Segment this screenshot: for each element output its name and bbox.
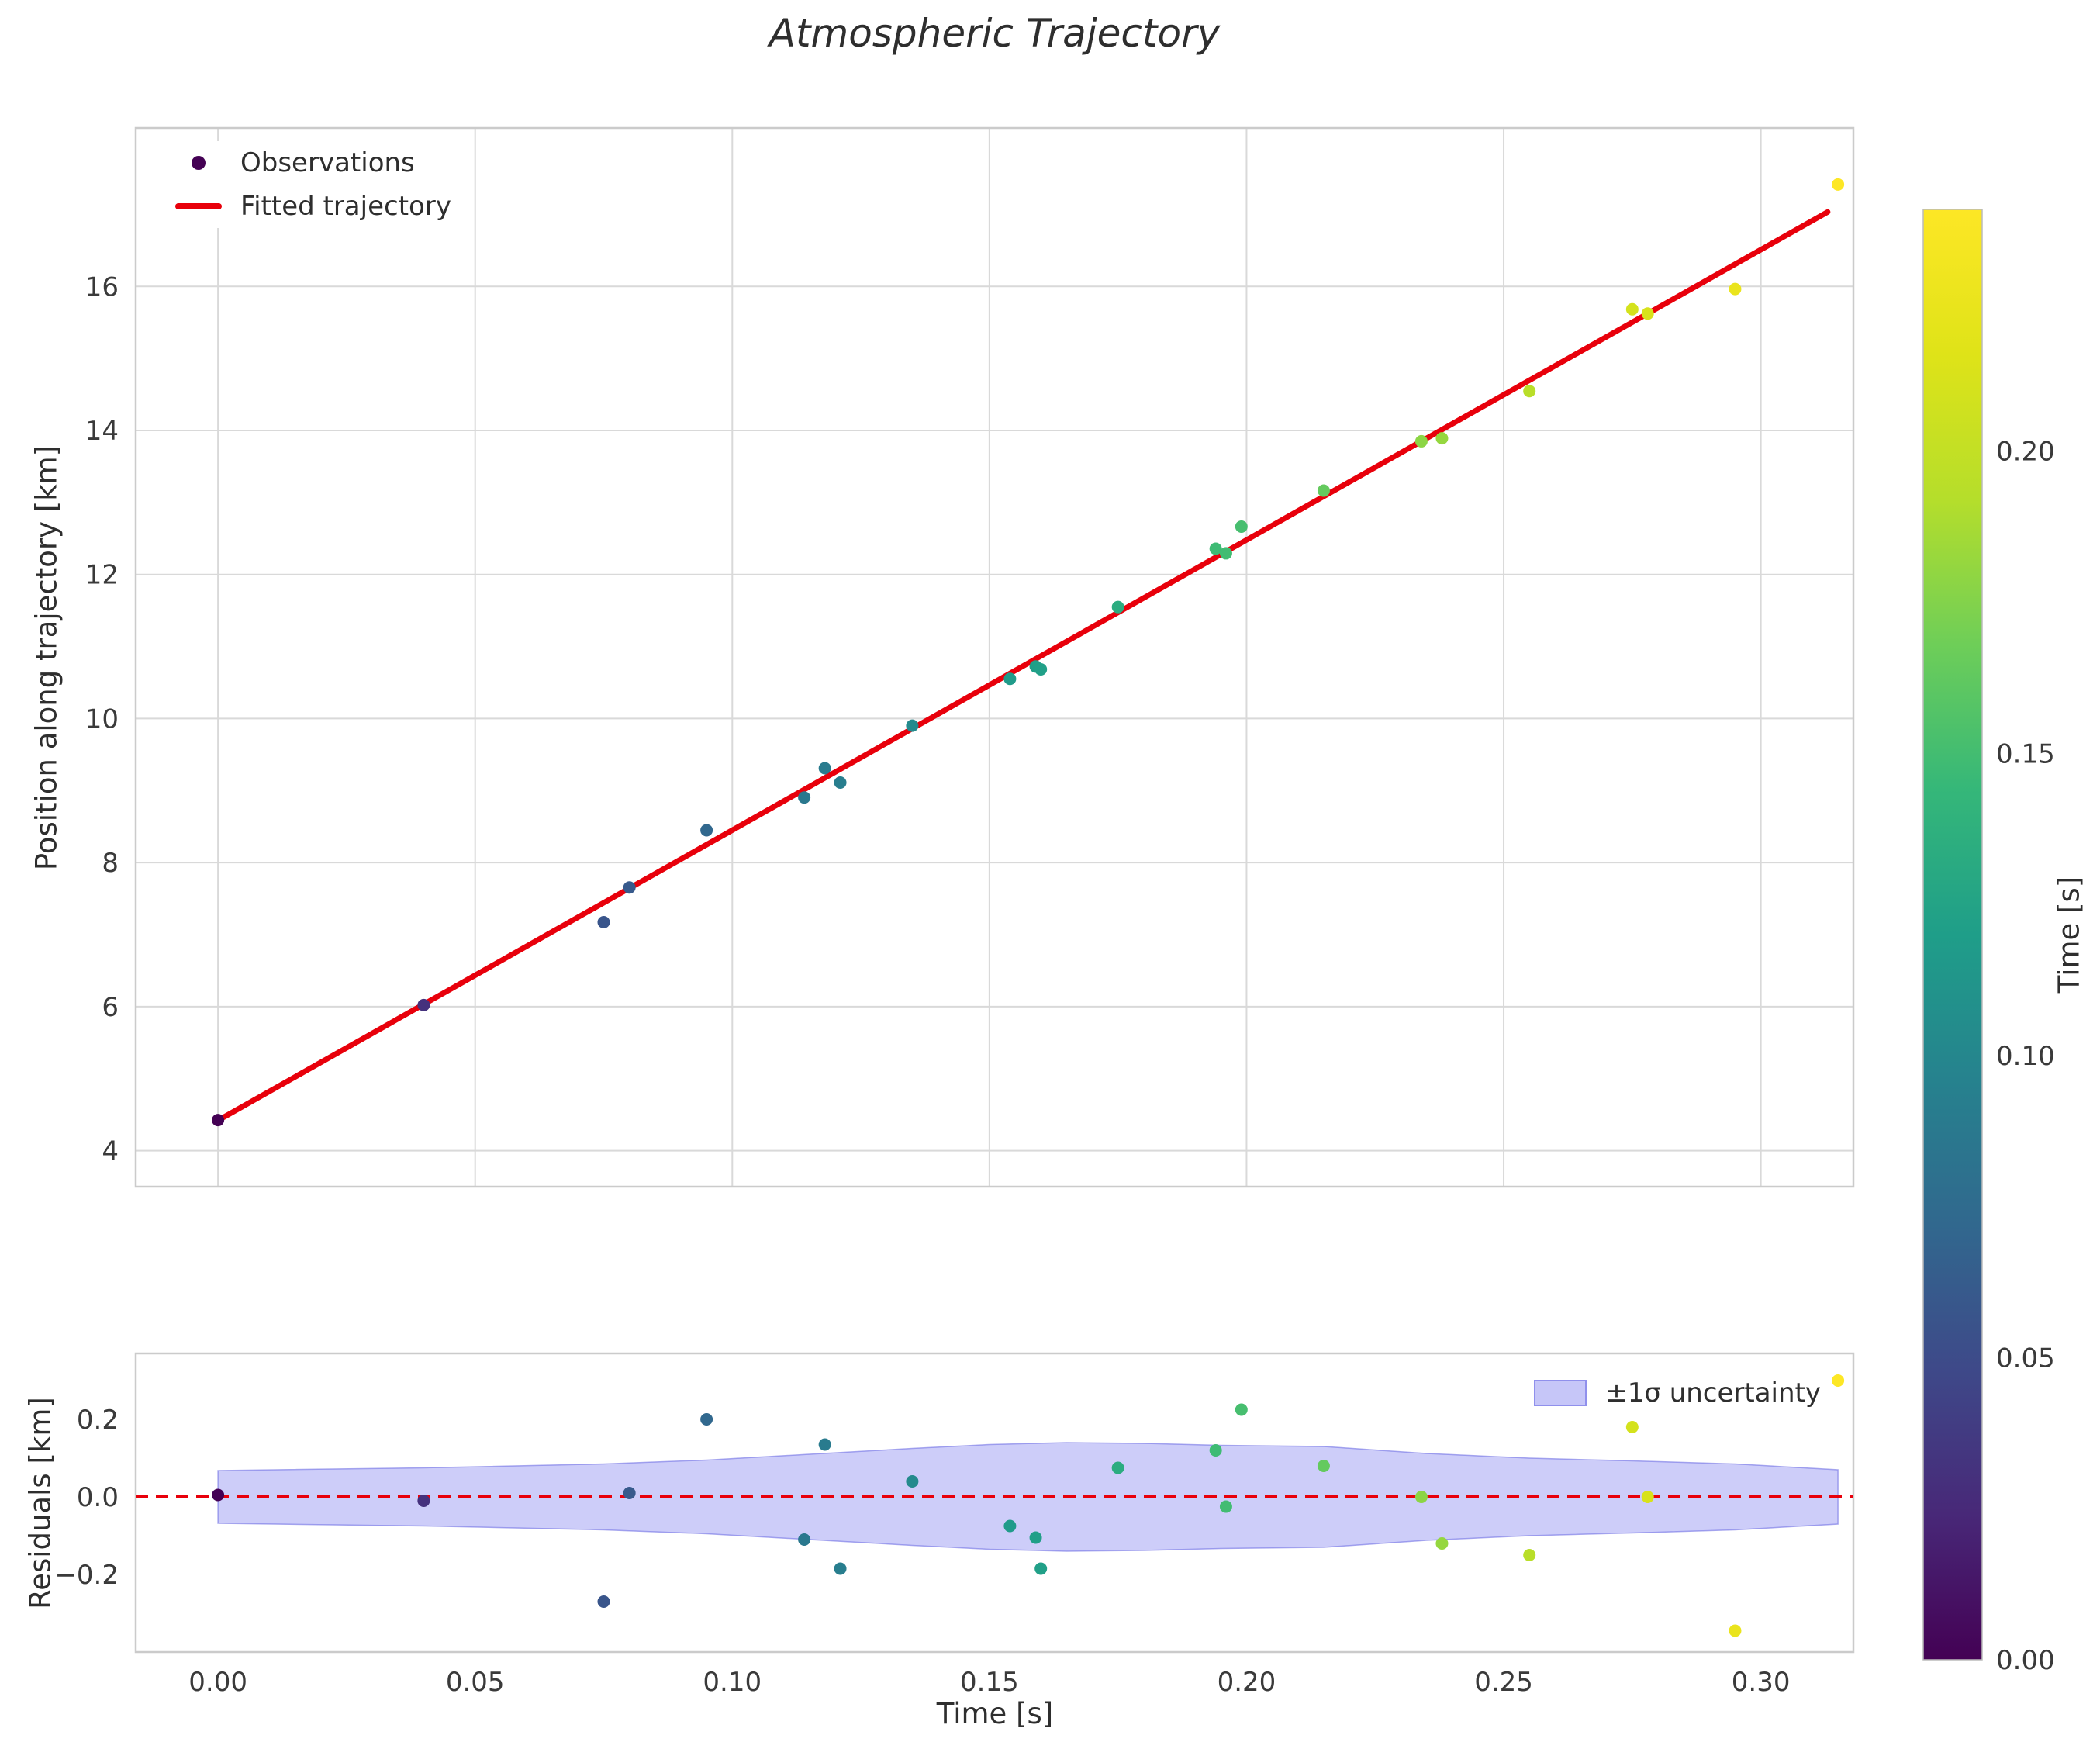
observation-point: [1235, 520, 1248, 533]
observation-point: [834, 776, 847, 789]
observations-marker-icon: [192, 156, 206, 170]
residual-y-tick-label: 0.0: [77, 1482, 119, 1513]
observation-point: [597, 916, 610, 929]
residual-point: [1414, 1491, 1428, 1503]
colorbar-tick-label: 0.20: [1996, 437, 2055, 468]
main-legend: Observations Fitted trajectory: [164, 141, 462, 228]
residual-point: [1435, 1537, 1449, 1550]
residual-point: [1034, 1562, 1048, 1575]
residual-point: [212, 1488, 225, 1502]
observation-point: [1641, 307, 1654, 320]
x-tick-label: 0.10: [703, 1667, 762, 1698]
legend-fit-label: Fitted trajectory: [240, 191, 451, 222]
main-y-tick-label: 12: [85, 560, 119, 591]
residual-y-axis-label: Residuals [km]: [23, 1397, 57, 1609]
x-tick-label: 0.05: [446, 1667, 505, 1698]
legend-row-fit: Fitted trajectory: [175, 191, 451, 222]
residual-point: [417, 1495, 430, 1507]
legend-band-label: ±1σ uncertainty: [1605, 1377, 1821, 1408]
legend-observations-label: Observations: [240, 147, 415, 178]
residual-point: [798, 1533, 811, 1546]
colorbar-tick-label: 0.05: [1996, 1343, 2055, 1374]
observation-point: [1034, 663, 1048, 676]
legend-row-observations: Observations: [175, 147, 451, 178]
colorbar-gradient: [1922, 209, 1983, 1661]
residual-point: [1235, 1403, 1248, 1416]
observation-point: [1414, 434, 1428, 448]
observation-point: [1729, 282, 1742, 296]
observation-point: [1435, 432, 1449, 445]
x-tick-label: 0.30: [1732, 1667, 1791, 1698]
x-tick-label: 0.15: [960, 1667, 1019, 1698]
residual-point: [1029, 1531, 1042, 1544]
observation-point: [1317, 484, 1330, 497]
residual-point: [1111, 1461, 1124, 1474]
residual-point: [1832, 1374, 1845, 1387]
residual-point: [700, 1413, 713, 1426]
main-y-tick-label: 8: [102, 848, 119, 879]
observation-point: [700, 824, 713, 837]
residual-point: [834, 1562, 847, 1575]
residual-y-tick-label: 0.2: [77, 1405, 119, 1436]
x-tick-label: 0.20: [1218, 1667, 1276, 1698]
observation-point: [798, 791, 811, 804]
residual-axes-box: [134, 1352, 1855, 1654]
residual-point: [1625, 1421, 1639, 1433]
main-y-axis-label: Position along trajectory [km]: [29, 444, 64, 871]
observation-point: [212, 1114, 225, 1127]
x-tick-label: 0.25: [1474, 1667, 1533, 1698]
observation-point: [1111, 600, 1124, 614]
x-axis-label: Time [s]: [936, 1697, 1054, 1730]
main-y-tick-label: 10: [85, 703, 119, 734]
observation-point: [1625, 302, 1639, 316]
observation-point: [1523, 385, 1536, 398]
fitted-line-icon: [175, 203, 222, 209]
fit-swatch: [175, 203, 222, 209]
colorbar-tick-label: 0.15: [1996, 738, 2055, 769]
residual-y-tick-label: −0.2: [54, 1560, 119, 1591]
residual-point: [1219, 1500, 1232, 1513]
residual-point: [1729, 1624, 1742, 1637]
residual-point: [1317, 1460, 1330, 1472]
colorbar-label: Time [s]: [2052, 876, 2086, 994]
residual-point: [818, 1438, 831, 1451]
observation-point: [1832, 178, 1845, 191]
observation-point: [906, 719, 919, 732]
observation-point: [417, 998, 430, 1011]
observation-point: [818, 762, 831, 775]
chart-title: Atmospheric Trajectory: [769, 11, 1221, 56]
residual-point: [906, 1475, 919, 1488]
residual-point: [1523, 1549, 1536, 1561]
colorbar-tick-label: 0.10: [1996, 1041, 2055, 1072]
observation-point: [1219, 547, 1232, 560]
residual-point: [623, 1487, 636, 1499]
residual-point: [1003, 1519, 1017, 1533]
residual-point: [597, 1595, 610, 1608]
main-y-tick-label: 14: [85, 416, 119, 447]
observation-point: [623, 881, 636, 894]
observations-swatch: [175, 156, 222, 170]
x-tick-label: 0.00: [188, 1667, 247, 1698]
main-y-tick-label: 6: [102, 992, 119, 1023]
main-axes-box: [134, 126, 1855, 1188]
observation-point: [1209, 542, 1222, 555]
observation-point: [1003, 672, 1017, 686]
main-y-tick-label: 4: [102, 1136, 119, 1167]
main-y-tick-label: 16: [85, 271, 119, 302]
residual-point: [1209, 1444, 1222, 1457]
colorbar-tick-label: 0.00: [1996, 1645, 2055, 1676]
uncertainty-band-icon: [1534, 1380, 1587, 1406]
fitted-trajectory-line: [215, 209, 1831, 1124]
residual-point: [1641, 1491, 1654, 1503]
residual-legend: ±1σ uncertainty: [1523, 1371, 1832, 1415]
